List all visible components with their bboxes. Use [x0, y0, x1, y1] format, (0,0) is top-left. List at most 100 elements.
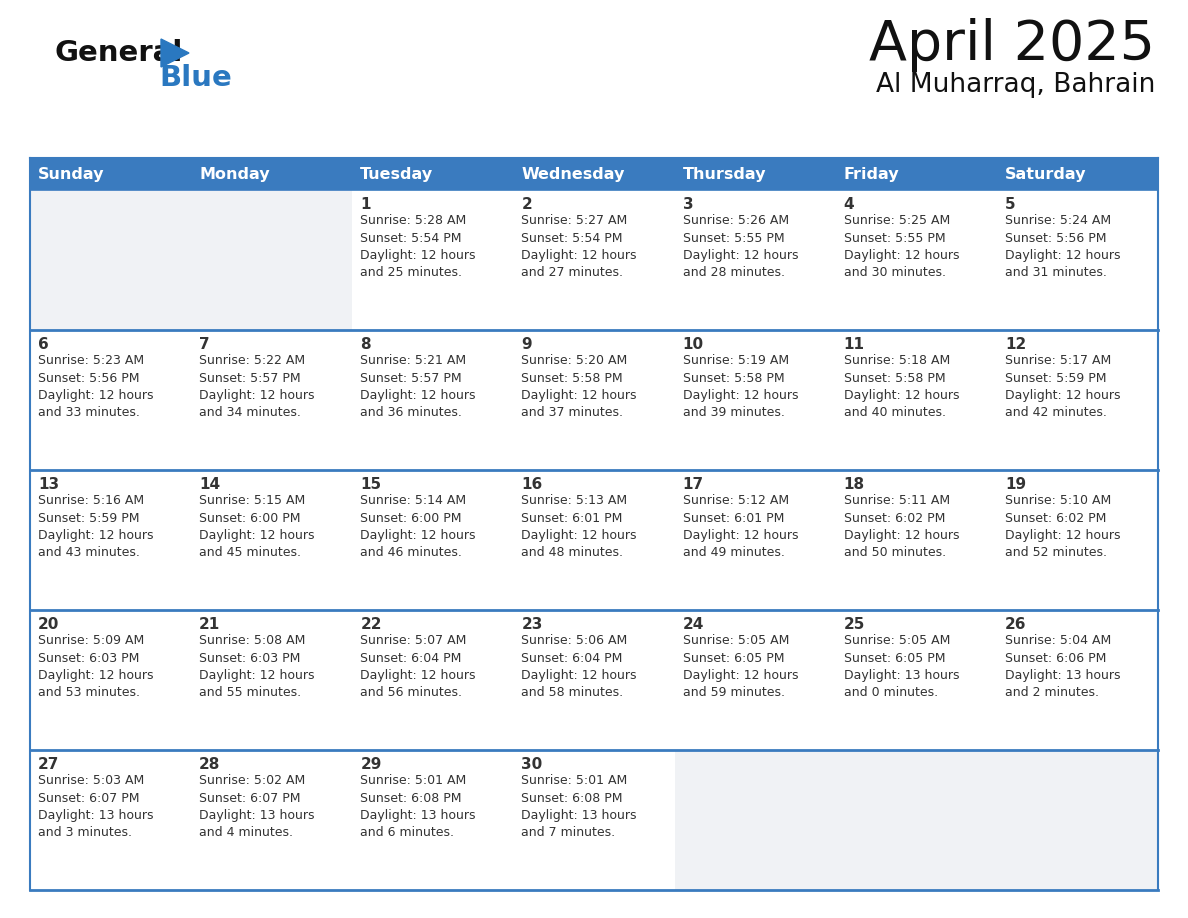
- Bar: [30, 330, 191, 470]
- Text: 22: 22: [360, 617, 381, 632]
- Text: Tuesday: Tuesday: [360, 166, 434, 182]
- Text: 20: 20: [38, 617, 59, 632]
- Bar: [675, 470, 835, 610]
- Bar: [191, 610, 353, 750]
- Bar: [513, 610, 675, 750]
- Text: General: General: [55, 39, 183, 67]
- Text: Sunrise: 5:14 AM
Sunset: 6:00 PM
Daylight: 12 hours
and 46 minutes.: Sunrise: 5:14 AM Sunset: 6:00 PM Dayligh…: [360, 494, 475, 559]
- Text: 9: 9: [522, 337, 532, 352]
- Bar: [513, 330, 675, 470]
- Bar: [30, 470, 191, 610]
- Text: Sunrise: 5:25 AM
Sunset: 5:55 PM
Daylight: 12 hours
and 30 minutes.: Sunrise: 5:25 AM Sunset: 5:55 PM Dayligh…: [843, 214, 959, 279]
- Bar: [30, 158, 1158, 190]
- Bar: [997, 610, 1158, 750]
- Bar: [30, 750, 191, 890]
- Bar: [675, 330, 835, 470]
- Text: Saturday: Saturday: [1005, 166, 1086, 182]
- Text: Sunrise: 5:28 AM
Sunset: 5:54 PM
Daylight: 12 hours
and 25 minutes.: Sunrise: 5:28 AM Sunset: 5:54 PM Dayligh…: [360, 214, 475, 279]
- Text: Sunrise: 5:05 AM
Sunset: 6:05 PM
Daylight: 12 hours
and 59 minutes.: Sunrise: 5:05 AM Sunset: 6:05 PM Dayligh…: [683, 634, 798, 700]
- Text: 12: 12: [1005, 337, 1026, 352]
- Text: Sunrise: 5:07 AM
Sunset: 6:04 PM
Daylight: 12 hours
and 56 minutes.: Sunrise: 5:07 AM Sunset: 6:04 PM Dayligh…: [360, 634, 475, 700]
- Text: 17: 17: [683, 477, 703, 492]
- Text: Wednesday: Wednesday: [522, 166, 625, 182]
- Text: 3: 3: [683, 197, 693, 212]
- Bar: [835, 610, 997, 750]
- Bar: [353, 470, 513, 610]
- Text: 19: 19: [1005, 477, 1026, 492]
- Text: 30: 30: [522, 757, 543, 772]
- Bar: [513, 470, 675, 610]
- Text: Al Muharraq, Bahrain: Al Muharraq, Bahrain: [876, 72, 1155, 98]
- Text: Sunrise: 5:16 AM
Sunset: 5:59 PM
Daylight: 12 hours
and 43 minutes.: Sunrise: 5:16 AM Sunset: 5:59 PM Dayligh…: [38, 494, 153, 559]
- Text: Sunrise: 5:08 AM
Sunset: 6:03 PM
Daylight: 12 hours
and 55 minutes.: Sunrise: 5:08 AM Sunset: 6:03 PM Dayligh…: [200, 634, 315, 700]
- Bar: [513, 190, 675, 330]
- Text: Sunrise: 5:01 AM
Sunset: 6:08 PM
Daylight: 13 hours
and 6 minutes.: Sunrise: 5:01 AM Sunset: 6:08 PM Dayligh…: [360, 774, 475, 839]
- Text: Sunrise: 5:10 AM
Sunset: 6:02 PM
Daylight: 12 hours
and 52 minutes.: Sunrise: 5:10 AM Sunset: 6:02 PM Dayligh…: [1005, 494, 1120, 559]
- Text: April 2025: April 2025: [868, 18, 1155, 72]
- Text: 26: 26: [1005, 617, 1026, 632]
- Text: 28: 28: [200, 757, 221, 772]
- Bar: [353, 330, 513, 470]
- Text: Sunrise: 5:18 AM
Sunset: 5:58 PM
Daylight: 12 hours
and 40 minutes.: Sunrise: 5:18 AM Sunset: 5:58 PM Dayligh…: [843, 354, 959, 420]
- Text: 14: 14: [200, 477, 220, 492]
- Bar: [191, 190, 353, 330]
- Text: Monday: Monday: [200, 166, 270, 182]
- Bar: [675, 190, 835, 330]
- Bar: [835, 330, 997, 470]
- Text: Sunrise: 5:26 AM
Sunset: 5:55 PM
Daylight: 12 hours
and 28 minutes.: Sunrise: 5:26 AM Sunset: 5:55 PM Dayligh…: [683, 214, 798, 279]
- Bar: [191, 750, 353, 890]
- Text: Sunrise: 5:04 AM
Sunset: 6:06 PM
Daylight: 13 hours
and 2 minutes.: Sunrise: 5:04 AM Sunset: 6:06 PM Dayligh…: [1005, 634, 1120, 700]
- Text: Sunrise: 5:22 AM
Sunset: 5:57 PM
Daylight: 12 hours
and 34 minutes.: Sunrise: 5:22 AM Sunset: 5:57 PM Dayligh…: [200, 354, 315, 420]
- Text: Sunrise: 5:24 AM
Sunset: 5:56 PM
Daylight: 12 hours
and 31 minutes.: Sunrise: 5:24 AM Sunset: 5:56 PM Dayligh…: [1005, 214, 1120, 279]
- Polygon shape: [162, 39, 189, 67]
- Bar: [353, 190, 513, 330]
- Bar: [997, 330, 1158, 470]
- Text: Sunrise: 5:23 AM
Sunset: 5:56 PM
Daylight: 12 hours
and 33 minutes.: Sunrise: 5:23 AM Sunset: 5:56 PM Dayligh…: [38, 354, 153, 420]
- Text: Sunday: Sunday: [38, 166, 105, 182]
- Bar: [191, 330, 353, 470]
- Bar: [835, 190, 997, 330]
- Text: 11: 11: [843, 337, 865, 352]
- Text: Sunrise: 5:19 AM
Sunset: 5:58 PM
Daylight: 12 hours
and 39 minutes.: Sunrise: 5:19 AM Sunset: 5:58 PM Dayligh…: [683, 354, 798, 420]
- Text: 25: 25: [843, 617, 865, 632]
- Text: Sunrise: 5:05 AM
Sunset: 6:05 PM
Daylight: 13 hours
and 0 minutes.: Sunrise: 5:05 AM Sunset: 6:05 PM Dayligh…: [843, 634, 959, 700]
- Text: 27: 27: [38, 757, 59, 772]
- Text: Sunrise: 5:02 AM
Sunset: 6:07 PM
Daylight: 13 hours
and 4 minutes.: Sunrise: 5:02 AM Sunset: 6:07 PM Dayligh…: [200, 774, 315, 839]
- Text: 7: 7: [200, 337, 210, 352]
- Bar: [30, 190, 191, 330]
- Text: 23: 23: [522, 617, 543, 632]
- Text: Friday: Friday: [843, 166, 899, 182]
- Text: 29: 29: [360, 757, 381, 772]
- Text: 10: 10: [683, 337, 703, 352]
- Bar: [997, 750, 1158, 890]
- Text: 6: 6: [38, 337, 49, 352]
- Text: Sunrise: 5:15 AM
Sunset: 6:00 PM
Daylight: 12 hours
and 45 minutes.: Sunrise: 5:15 AM Sunset: 6:00 PM Dayligh…: [200, 494, 315, 559]
- Text: 21: 21: [200, 617, 221, 632]
- Bar: [675, 750, 835, 890]
- Text: Sunrise: 5:12 AM
Sunset: 6:01 PM
Daylight: 12 hours
and 49 minutes.: Sunrise: 5:12 AM Sunset: 6:01 PM Dayligh…: [683, 494, 798, 559]
- Text: Sunrise: 5:27 AM
Sunset: 5:54 PM
Daylight: 12 hours
and 27 minutes.: Sunrise: 5:27 AM Sunset: 5:54 PM Dayligh…: [522, 214, 637, 279]
- Bar: [513, 750, 675, 890]
- Bar: [675, 610, 835, 750]
- Text: Sunrise: 5:09 AM
Sunset: 6:03 PM
Daylight: 12 hours
and 53 minutes.: Sunrise: 5:09 AM Sunset: 6:03 PM Dayligh…: [38, 634, 153, 700]
- Text: Sunrise: 5:21 AM
Sunset: 5:57 PM
Daylight: 12 hours
and 36 minutes.: Sunrise: 5:21 AM Sunset: 5:57 PM Dayligh…: [360, 354, 475, 420]
- Bar: [997, 190, 1158, 330]
- Text: 4: 4: [843, 197, 854, 212]
- Text: Sunrise: 5:13 AM
Sunset: 6:01 PM
Daylight: 12 hours
and 48 minutes.: Sunrise: 5:13 AM Sunset: 6:01 PM Dayligh…: [522, 494, 637, 559]
- Bar: [835, 750, 997, 890]
- Text: 18: 18: [843, 477, 865, 492]
- Text: Sunrise: 5:17 AM
Sunset: 5:59 PM
Daylight: 12 hours
and 42 minutes.: Sunrise: 5:17 AM Sunset: 5:59 PM Dayligh…: [1005, 354, 1120, 420]
- Text: 13: 13: [38, 477, 59, 492]
- Text: Sunrise: 5:20 AM
Sunset: 5:58 PM
Daylight: 12 hours
and 37 minutes.: Sunrise: 5:20 AM Sunset: 5:58 PM Dayligh…: [522, 354, 637, 420]
- Bar: [353, 610, 513, 750]
- Text: Sunrise: 5:11 AM
Sunset: 6:02 PM
Daylight: 12 hours
and 50 minutes.: Sunrise: 5:11 AM Sunset: 6:02 PM Dayligh…: [843, 494, 959, 559]
- Text: Sunrise: 5:03 AM
Sunset: 6:07 PM
Daylight: 13 hours
and 3 minutes.: Sunrise: 5:03 AM Sunset: 6:07 PM Dayligh…: [38, 774, 153, 839]
- Text: Sunrise: 5:01 AM
Sunset: 6:08 PM
Daylight: 13 hours
and 7 minutes.: Sunrise: 5:01 AM Sunset: 6:08 PM Dayligh…: [522, 774, 637, 839]
- Bar: [191, 470, 353, 610]
- Text: 8: 8: [360, 337, 371, 352]
- Text: 5: 5: [1005, 197, 1016, 212]
- Text: 16: 16: [522, 477, 543, 492]
- Text: Sunrise: 5:06 AM
Sunset: 6:04 PM
Daylight: 12 hours
and 58 minutes.: Sunrise: 5:06 AM Sunset: 6:04 PM Dayligh…: [522, 634, 637, 700]
- Bar: [997, 470, 1158, 610]
- Text: 1: 1: [360, 197, 371, 212]
